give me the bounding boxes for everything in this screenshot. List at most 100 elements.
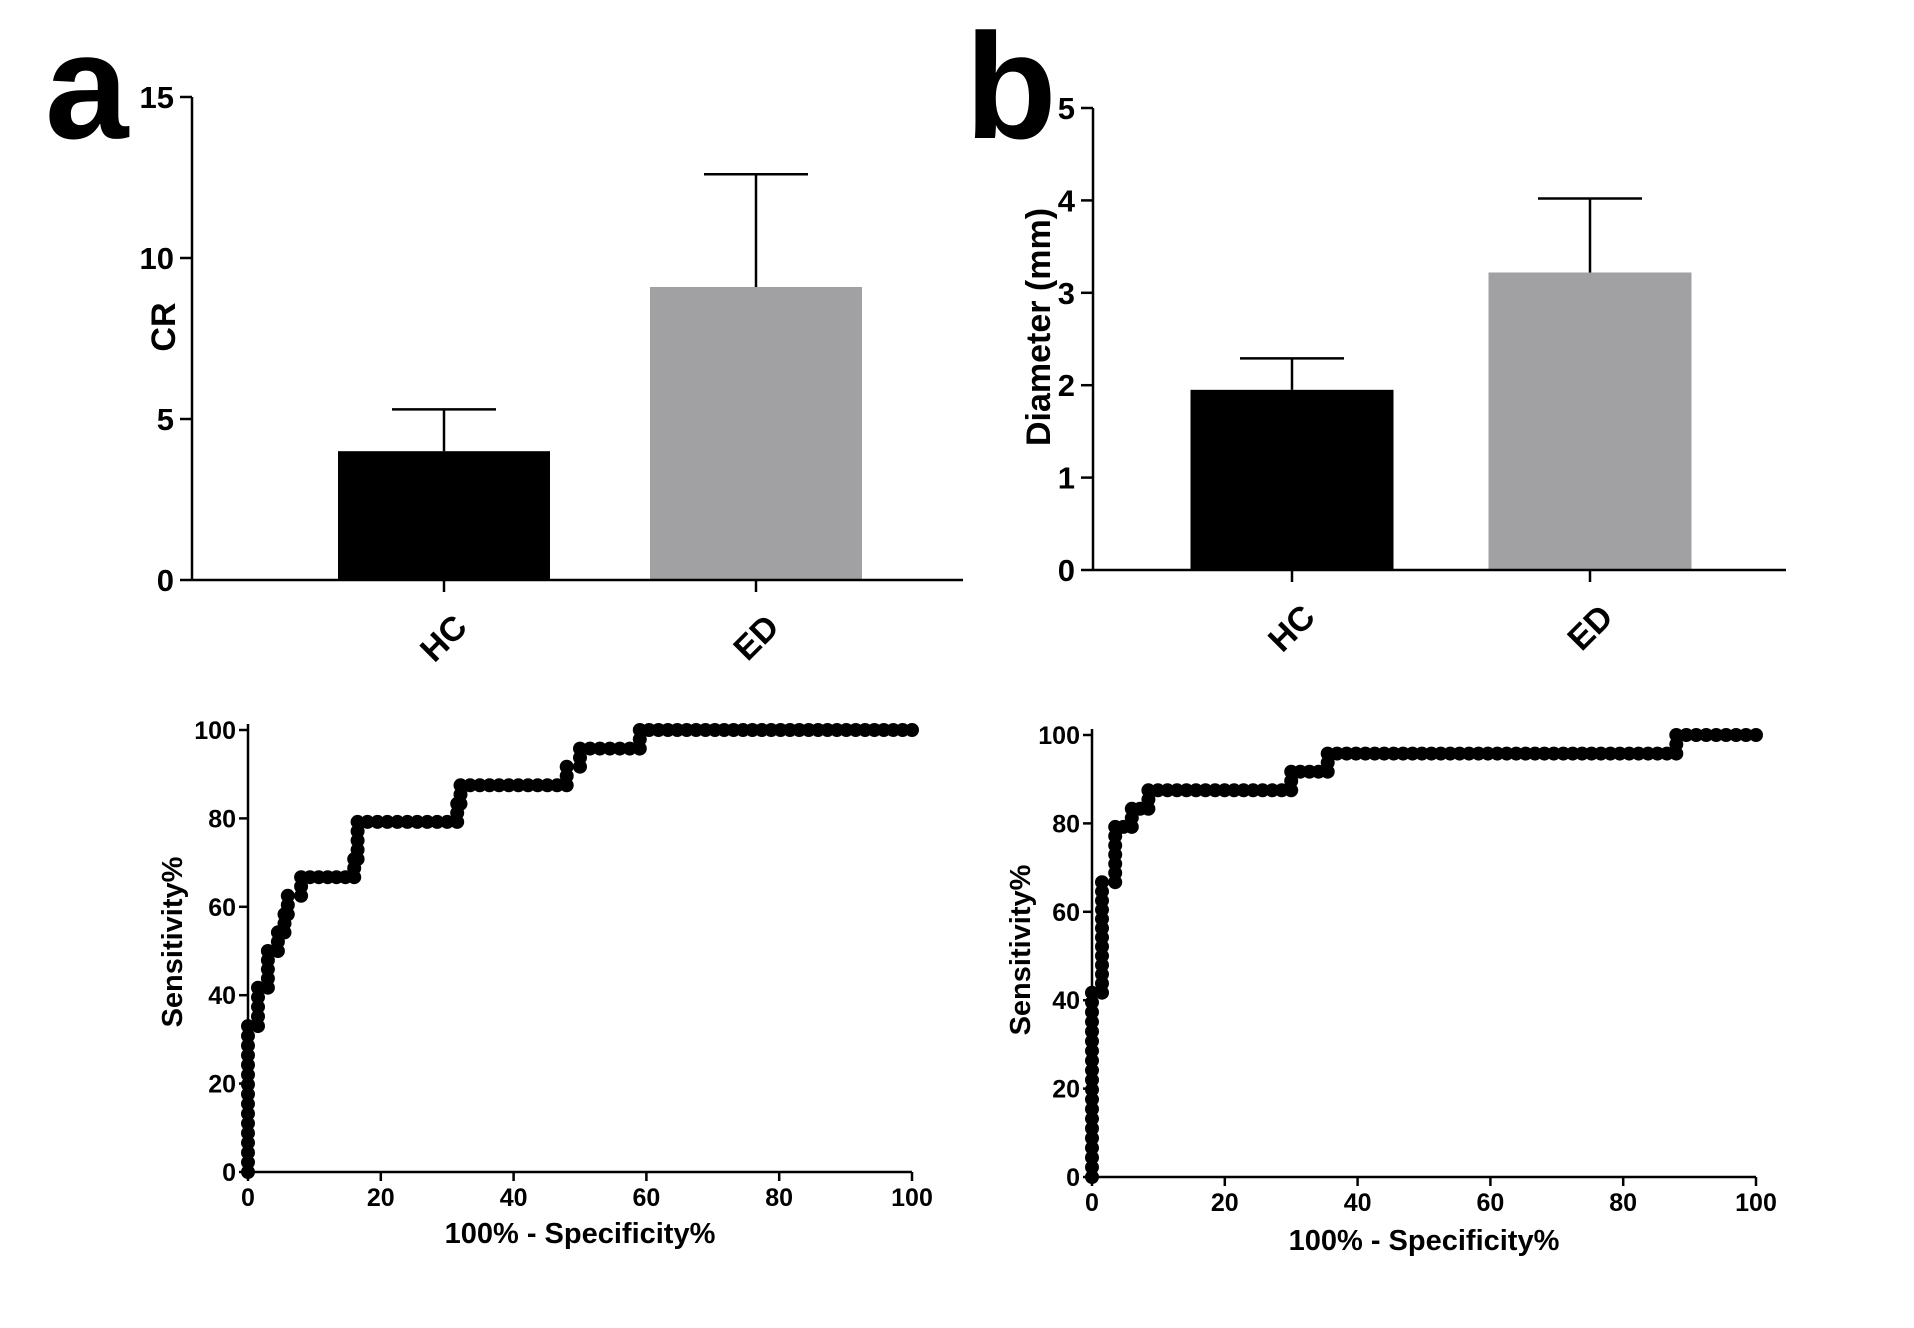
roc-point xyxy=(1085,1150,1099,1165)
bar-ed xyxy=(650,286,862,580)
roc-point xyxy=(1255,783,1270,798)
category-label-hc: HC xyxy=(413,608,475,670)
y-tick-label: 5 xyxy=(1058,91,1075,126)
y-tick-label: 1 xyxy=(1058,461,1075,496)
roc-point xyxy=(482,778,497,793)
y-tick-label: 40 xyxy=(208,982,236,1010)
roc-point xyxy=(905,723,919,737)
y-tick-label: 2 xyxy=(1058,368,1075,403)
x-tick-label: 80 xyxy=(765,1184,793,1212)
x-axis-label: 100% - Specificity% xyxy=(445,1218,716,1250)
roc-point xyxy=(1085,1063,1099,1078)
y-tick-label: 20 xyxy=(1052,1076,1080,1104)
y-tick-label: 20 xyxy=(208,1071,236,1099)
roc-point xyxy=(251,1019,265,1034)
roc-point xyxy=(1085,1005,1099,1020)
y-tick-label: 3 xyxy=(1058,276,1075,311)
roc-curve-diameter: 0 20 40 60 80 100 0 20 40 60 80 100 100% - Specifici… xyxy=(1005,722,1777,1257)
roc-point xyxy=(1719,728,1734,742)
roc-point xyxy=(501,778,516,793)
roc-point xyxy=(280,888,295,903)
roc-point xyxy=(1085,995,1099,1010)
roc-point xyxy=(1085,1034,1099,1049)
roc-point xyxy=(583,741,597,756)
bar-hc xyxy=(338,451,550,580)
roc-point xyxy=(602,741,617,756)
y-tick-label: 100 xyxy=(194,717,236,745)
roc-point xyxy=(360,814,375,829)
roc-point xyxy=(1085,1102,1099,1117)
roc-point xyxy=(400,814,415,829)
roc-point xyxy=(370,814,385,829)
roc-point xyxy=(592,741,607,756)
roc-point xyxy=(1689,728,1704,742)
roc-point xyxy=(410,814,425,829)
roc-point xyxy=(241,1126,255,1141)
y-tick-label: 60 xyxy=(1052,899,1080,927)
roc-point xyxy=(1085,1170,1099,1184)
x-tick-label: 20 xyxy=(1211,1189,1239,1217)
y-tick-label: 40 xyxy=(1052,987,1080,1015)
bar-ed xyxy=(1488,272,1692,570)
y-tick-label: 0 xyxy=(1058,553,1075,588)
panel-label-b: b xyxy=(965,2,1057,170)
roc-point xyxy=(1085,1053,1099,1068)
roc-point xyxy=(1085,1140,1099,1155)
x-tick-label: 40 xyxy=(500,1184,528,1212)
roc-point xyxy=(540,778,555,793)
roc-point xyxy=(1085,1092,1099,1107)
x-tick-label: 80 xyxy=(1609,1189,1637,1217)
roc-point xyxy=(530,778,545,793)
roc-point xyxy=(1699,728,1714,742)
roc-point xyxy=(1085,1082,1099,1097)
roc-point xyxy=(511,778,526,793)
roc-point xyxy=(241,1087,255,1102)
roc-point xyxy=(453,778,468,793)
x-tick-label: 60 xyxy=(632,1184,660,1212)
bar-chart-cr: HC ED 0 5 10 15 CR xyxy=(140,80,963,669)
y-tick-label: 0 xyxy=(1066,1164,1080,1192)
y-tick-label: 60 xyxy=(208,894,236,922)
y-tick-label: 4 xyxy=(1058,183,1076,218)
category-label-ed: ED xyxy=(1560,598,1620,658)
category-label-hc: HC xyxy=(1261,598,1323,660)
y-tick-label: 80 xyxy=(208,805,236,833)
roc-point xyxy=(251,980,265,995)
y-tick-label: 80 xyxy=(1052,810,1080,838)
roc-point xyxy=(420,814,435,829)
roc-points xyxy=(241,723,919,1179)
roc-point xyxy=(241,1106,255,1121)
roc-point xyxy=(241,1067,255,1082)
x-axis-label: 100% - Specificity% xyxy=(1289,1225,1560,1257)
y-tick-label: 0 xyxy=(157,563,174,598)
y-axis-label: Sensitivity% xyxy=(1005,864,1037,1035)
category-label-ed: ED xyxy=(726,608,786,668)
roc-point xyxy=(241,1096,255,1111)
roc-point xyxy=(622,741,637,756)
y-axis-label: CR xyxy=(145,302,183,351)
roc-curve-cr: 0 20 40 60 80 100 0 20 40 60 80 100 100% - Specifici… xyxy=(157,717,933,1250)
roc-point xyxy=(241,1145,255,1160)
roc-point xyxy=(251,1009,265,1024)
x-tick-label: 60 xyxy=(1476,1189,1504,1217)
y-tick-label: 15 xyxy=(140,80,174,115)
roc-point xyxy=(1085,1014,1099,1029)
y-axis-label: Sensitivity% xyxy=(157,856,189,1027)
y-tick-label: 5 xyxy=(157,402,174,437)
roc-point xyxy=(241,1028,255,1043)
roc-point xyxy=(1085,1111,1099,1126)
y-tick-label: 0 xyxy=(222,1159,236,1187)
roc-point xyxy=(241,1019,255,1034)
roc-point xyxy=(1679,728,1694,742)
roc-line xyxy=(1090,733,1756,1177)
roc-point xyxy=(559,759,574,774)
roc-point xyxy=(430,814,445,829)
roc-point xyxy=(1709,728,1724,742)
roc-point xyxy=(1669,728,1684,742)
x-tick-label: 100 xyxy=(1735,1189,1777,1217)
bar-chart-diameter: HC ED 0 1 2 3 4 5 Diameter (mm) xyxy=(1020,91,1786,659)
y-tick-label: 100 xyxy=(1038,722,1080,750)
roc-point xyxy=(251,990,265,1005)
x-tick-label: 20 xyxy=(367,1184,395,1212)
roc-point xyxy=(1729,728,1744,742)
